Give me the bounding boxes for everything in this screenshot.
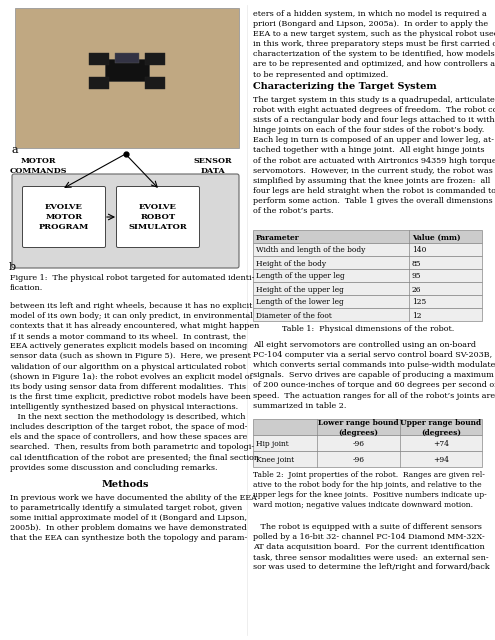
Text: EVOLVE
ROBOT
SIMULATOR: EVOLVE ROBOT SIMULATOR bbox=[129, 203, 188, 231]
Text: SENSOR
DATA: SENSOR DATA bbox=[194, 157, 232, 175]
Text: +74: +74 bbox=[433, 440, 449, 448]
Text: Height of the upper leg: Height of the upper leg bbox=[256, 285, 344, 294]
Text: 140: 140 bbox=[412, 246, 426, 255]
FancyBboxPatch shape bbox=[116, 186, 199, 248]
Bar bbox=[253, 295, 482, 308]
Bar bbox=[253, 308, 482, 321]
Text: eters of a hidden system, in which no model is required a
priori (Bongard and Li: eters of a hidden system, in which no mo… bbox=[253, 10, 495, 79]
Text: -96: -96 bbox=[352, 456, 364, 464]
Text: +94: +94 bbox=[433, 456, 449, 464]
Text: Characterizing the Target System: Characterizing the Target System bbox=[253, 82, 437, 91]
Bar bbox=[253, 243, 482, 256]
Bar bbox=[89, 77, 109, 89]
Text: Parameter: Parameter bbox=[256, 234, 300, 241]
Text: All eight servomotors are controlled using an on-board
PC-104 computer via a ser: All eight servomotors are controlled usi… bbox=[253, 341, 495, 410]
Bar bbox=[89, 53, 109, 65]
Bar bbox=[115, 53, 139, 63]
Text: The robot is equipped with a suite of different sensors
polled by a 16-bit 32- c: The robot is equipped with a suite of di… bbox=[253, 523, 490, 572]
Text: Length of the upper leg: Length of the upper leg bbox=[256, 273, 345, 280]
Text: Height of the body: Height of the body bbox=[256, 259, 326, 268]
Bar bbox=[253, 269, 482, 282]
Text: Length of the lower leg: Length of the lower leg bbox=[256, 298, 344, 307]
Text: 85: 85 bbox=[412, 259, 421, 268]
Text: MOTOR
COMMANDS: MOTOR COMMANDS bbox=[9, 157, 67, 175]
Bar bbox=[15, 8, 239, 148]
Text: Table 1:  Physical dimensions of the robot.: Table 1: Physical dimensions of the robo… bbox=[282, 325, 454, 333]
Bar bbox=[145, 53, 165, 65]
Text: In previous work we have documented the ability of the EEA
to parametrically ide: In previous work we have documented the … bbox=[10, 494, 257, 543]
Bar bbox=[253, 256, 482, 269]
Text: Lower range bound
(degrees): Lower range bound (degrees) bbox=[318, 419, 398, 436]
Text: 26: 26 bbox=[412, 285, 421, 294]
Text: The target system in this study is a quadrupedal, articulated
robot with eight a: The target system in this study is a qua… bbox=[253, 96, 495, 215]
Text: Upper range bound
(degrees): Upper range bound (degrees) bbox=[400, 419, 481, 436]
Text: EVOLVE
MOTOR
PROGRAM: EVOLVE MOTOR PROGRAM bbox=[39, 203, 89, 231]
Bar bbox=[253, 419, 482, 435]
Text: 95: 95 bbox=[412, 273, 421, 280]
Bar bbox=[253, 230, 482, 243]
Text: a: a bbox=[12, 145, 19, 155]
Text: 125: 125 bbox=[412, 298, 426, 307]
Text: Width and length of the body: Width and length of the body bbox=[256, 246, 365, 255]
Bar bbox=[253, 435, 482, 451]
FancyBboxPatch shape bbox=[12, 174, 239, 268]
FancyBboxPatch shape bbox=[22, 186, 105, 248]
Text: b: b bbox=[9, 262, 16, 272]
Text: Methods: Methods bbox=[102, 480, 149, 489]
Text: Figure 1:  The physical robot targeted for automated identi-
fication.: Figure 1: The physical robot targeted fo… bbox=[10, 274, 254, 292]
Text: Diameter of the foot: Diameter of the foot bbox=[256, 312, 332, 319]
Bar bbox=[145, 77, 165, 89]
Text: Knee joint: Knee joint bbox=[256, 456, 294, 464]
Bar bbox=[105, 59, 149, 81]
Text: Hip joint: Hip joint bbox=[256, 440, 289, 448]
Text: Table 2:  Joint properties of the robot.  Ranges are given rel-
ative to the rob: Table 2: Joint properties of the robot. … bbox=[253, 471, 487, 509]
Text: Value (mm): Value (mm) bbox=[412, 234, 460, 241]
Bar bbox=[253, 451, 482, 467]
Bar bbox=[253, 282, 482, 295]
Text: 12: 12 bbox=[412, 312, 421, 319]
Text: between its left and right wheels, because it has no explicit
model of its own b: between its left and right wheels, becau… bbox=[10, 302, 259, 472]
Text: -96: -96 bbox=[352, 440, 364, 448]
